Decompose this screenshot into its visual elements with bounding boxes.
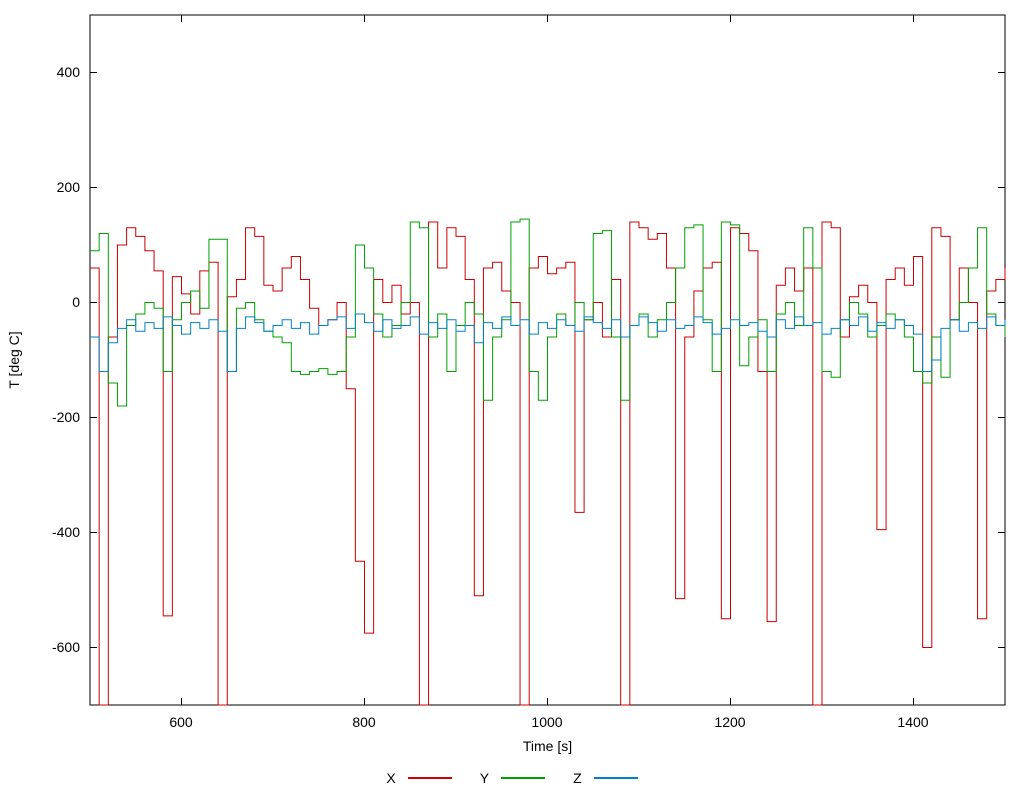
legend-item-z: Z: [573, 770, 638, 786]
x-tick-label: 600: [169, 714, 193, 730]
legend-label-z: Z: [573, 770, 582, 786]
legend-line-y: [501, 777, 546, 779]
y-tick-label: -600: [51, 639, 80, 655]
y-tick-label: 200: [56, 179, 80, 195]
legend-line-z: [593, 777, 638, 779]
y-axis-label: T [deg C]: [6, 331, 22, 389]
legend-label-x: X: [386, 770, 396, 786]
y-tick-label: 0: [72, 294, 80, 310]
x-tick-label: 1000: [531, 714, 563, 730]
legend: X Y Z: [0, 770, 1024, 786]
x-tick-label: 1200: [714, 714, 746, 730]
x-tick-label: 800: [352, 714, 376, 730]
series-y-line: [90, 218, 1006, 407]
legend-item-y: Y: [479, 770, 546, 786]
legend-item-x: X: [386, 770, 452, 786]
legend-label-y: Y: [479, 770, 490, 786]
legend-line-x: [407, 777, 452, 779]
series-z-line: [90, 313, 1006, 372]
y-tick-label: -200: [51, 409, 80, 425]
series-x-line: [90, 221, 1006, 706]
y-tick-label: -400: [51, 524, 80, 540]
x-axis-label: Time [s]: [522, 738, 573, 754]
y-tick-label: 400: [56, 64, 80, 80]
x-tick-label: 1400: [897, 714, 929, 730]
